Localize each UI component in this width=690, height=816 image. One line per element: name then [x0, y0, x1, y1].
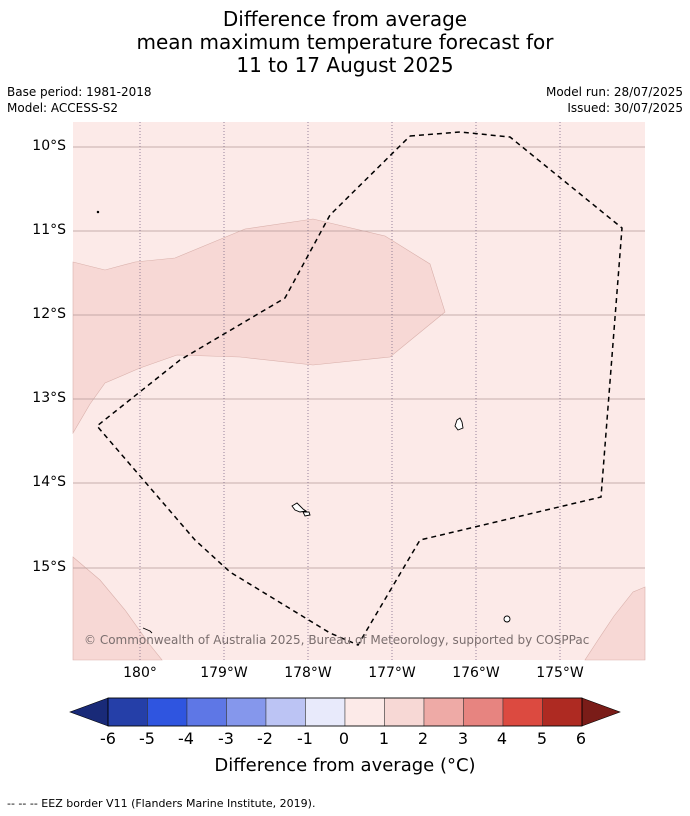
island-east	[503, 615, 511, 623]
cb-tick-2: -4	[178, 729, 194, 748]
lon-label-176w: 176°W	[452, 665, 500, 681]
title-line-3: 11 to 17 August 2025	[236, 53, 454, 77]
island-wallis	[454, 417, 464, 431]
cb-tick-8: 2	[417, 729, 429, 748]
colorbar-under-arrow	[69, 697, 109, 727]
latitude-gridlines	[73, 146, 645, 569]
cb-tick-1: -5	[139, 729, 155, 748]
island-futuna	[291, 502, 308, 513]
colorbar-swatch	[265, 697, 306, 727]
title-line-1: Difference from average	[222, 7, 468, 31]
lon-label-179w: 179°W	[200, 665, 248, 681]
cb-tick-12: 6	[575, 729, 587, 748]
model-run-text: Model run: 28/07/2025	[545, 85, 683, 99]
colorbar-swatch	[423, 697, 464, 727]
lat-label-14s: 14°S	[32, 474, 66, 490]
eez-border	[95, 131, 623, 646]
island-southwest	[142, 627, 153, 634]
model-text: Model: ACCESS-S2	[7, 101, 119, 115]
cb-tick-0: -6	[100, 729, 116, 748]
cb-tick-9: 3	[457, 729, 469, 748]
lon-label-175w: 175°W	[536, 665, 584, 681]
cb-tick-10: 4	[496, 729, 508, 748]
issued-text: Issued: 30/07/2025	[567, 101, 683, 115]
colorbar-swatch	[147, 697, 188, 727]
lat-label-15s: 15°S	[32, 559, 66, 575]
map-background	[73, 122, 645, 660]
cb-tick-7: 1	[378, 729, 390, 748]
colorbar-swatch	[226, 697, 267, 727]
anomaly-region-southwest	[72, 556, 163, 661]
colorbar-label: Difference from average (°C)	[214, 755, 476, 776]
lat-label-10s: 10°S	[32, 138, 66, 154]
title-line-2: mean maximum temperature forecast for	[136, 30, 554, 54]
lon-label-177w: 177°W	[368, 665, 416, 681]
island-small-nw	[96, 210, 100, 214]
lat-label-12s: 12°S	[32, 306, 66, 322]
meta-right: Model run: 28/07/2025 Issued: 30/07/2025	[546, 84, 683, 116]
base-period-text: Base period: 1981-2018	[7, 85, 152, 99]
colorbar-swatch	[305, 697, 346, 727]
eez-footnote: -- -- -- EEZ border V11 (Flanders Marine…	[7, 797, 316, 810]
colorbar-swatch	[344, 697, 385, 727]
cb-tick-5: -1	[297, 729, 313, 748]
colorbar-swatch	[186, 697, 227, 727]
cb-tick-6: 0	[338, 729, 350, 748]
lon-label-178w: 178°W	[284, 665, 332, 681]
copyright-text: © Commonwealth of Australia 2025, Bureau…	[84, 633, 590, 647]
lat-label-13s: 13°S	[32, 390, 66, 406]
colorbar-swatch	[542, 697, 583, 727]
colorbar-swatch	[463, 697, 504, 727]
colorbar	[69, 697, 621, 727]
cb-tick-4: -2	[257, 729, 273, 748]
colorbar-swatch	[384, 697, 425, 727]
islands	[96, 210, 511, 634]
anomaly-region-north	[72, 218, 446, 435]
colorbar-frame	[107, 697, 583, 727]
lat-label-11s: 11°S	[32, 222, 66, 238]
map-title: Difference from average mean maximum tem…	[0, 8, 690, 77]
cb-tick-3: -3	[218, 729, 234, 748]
colorbar-swatch	[502, 697, 543, 727]
colorbar-over-arrow	[581, 697, 621, 727]
colorbar-swatch	[107, 697, 148, 727]
lon-label-180: 180°	[123, 665, 157, 681]
island-alofi	[302, 511, 311, 517]
anomaly-region-southeast	[584, 586, 646, 661]
meta-left: Base period: 1981-2018 Model: ACCESS-S2	[7, 84, 152, 116]
cb-tick-11: 5	[536, 729, 548, 748]
